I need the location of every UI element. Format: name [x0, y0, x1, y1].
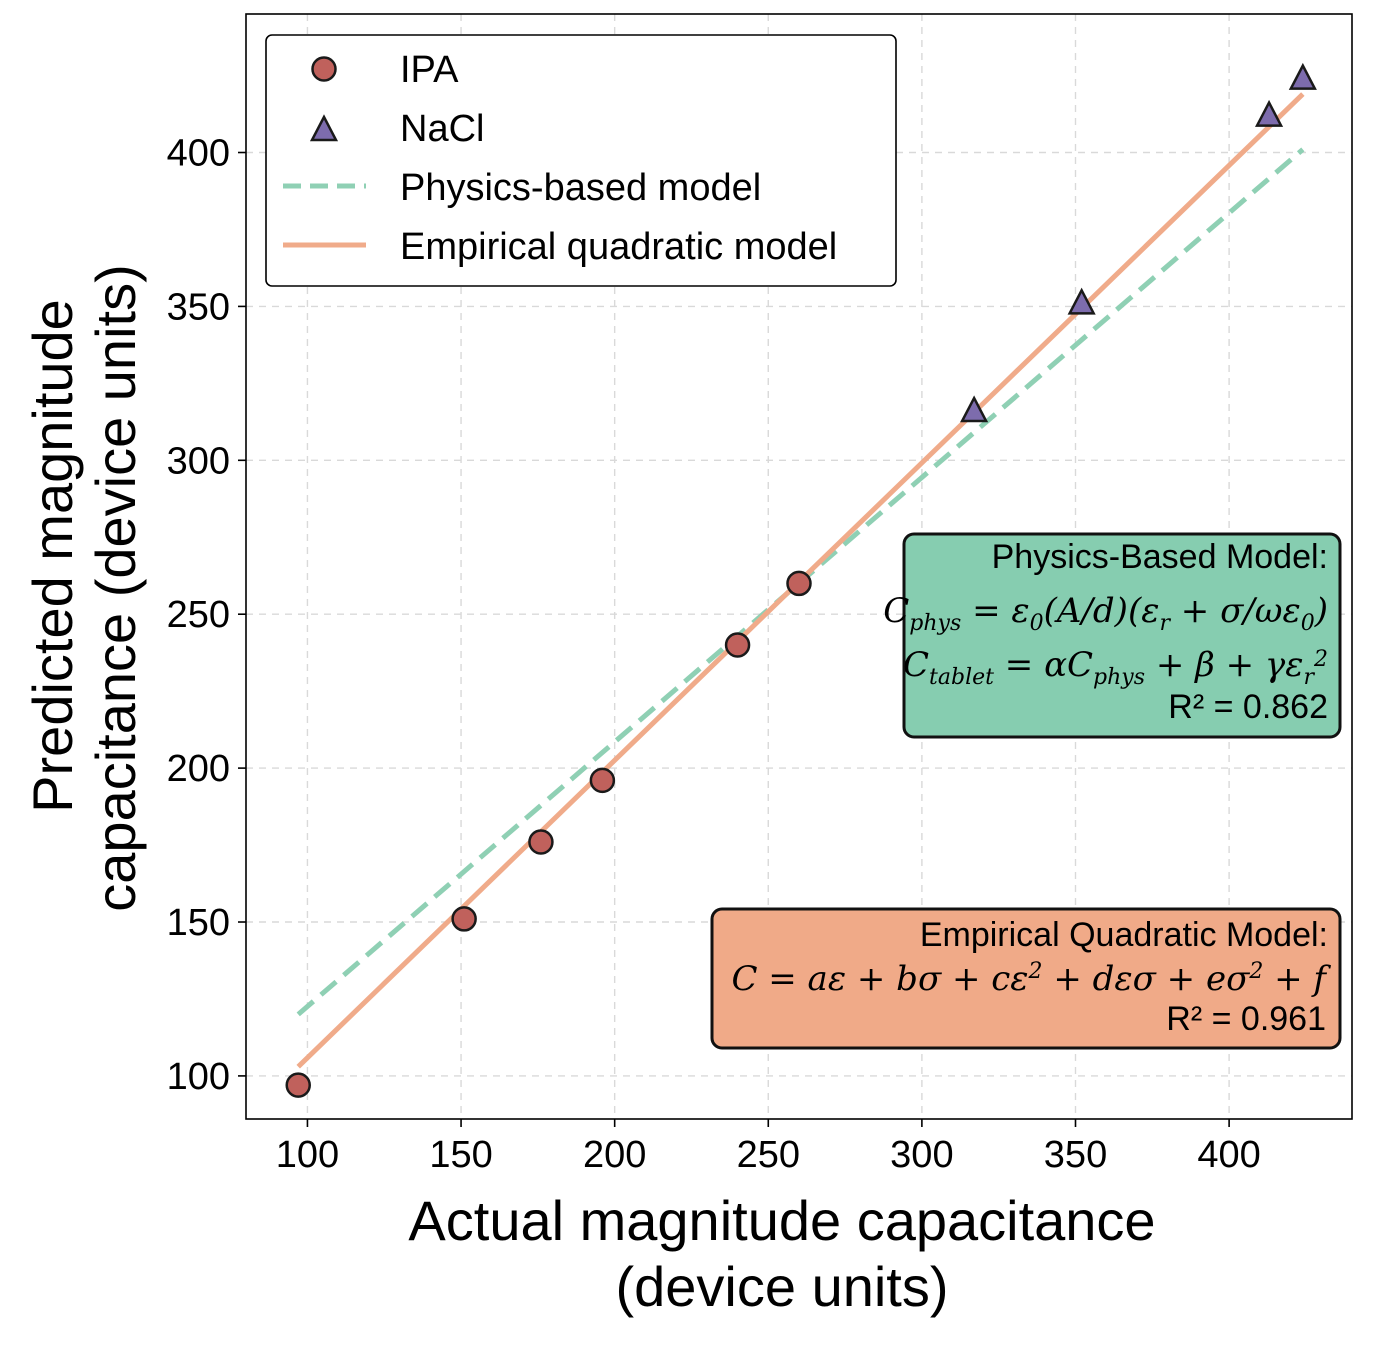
y-tick-label: 300 [167, 440, 230, 482]
y-tick-label: 150 [167, 902, 230, 944]
y-axis-label-line1: Predicted magnitude [21, 299, 84, 813]
legend-nacl-label: NaCl [400, 108, 484, 150]
legend: IPA NaCl Physics-based model Empirical q… [265, 34, 897, 287]
x-axis-label-line1: Actual magnitude capacitance [408, 1189, 1155, 1252]
x-tick-label: 400 [1197, 1134, 1260, 1176]
physics-equation-2: Ctablet = αCphys + β + γεr2 [903, 645, 1328, 690]
ipa-point [528, 829, 554, 855]
empirical-equation: C = aε + bσ + cε2 + dεσ + eσ2 + f [731, 959, 1331, 999]
ipa-point [285, 1072, 311, 1098]
y-tick-label: 350 [167, 286, 230, 328]
legend-empirical-label: Empirical quadratic model [400, 226, 837, 268]
nacl-point [1067, 287, 1096, 315]
physics-box [902, 532, 1342, 739]
x-tick-label: 250 [737, 1134, 800, 1176]
y-tick-label: 200 [167, 748, 230, 790]
legend-frame [265, 34, 897, 287]
empirical-box-title: Empirical Quadratic Model: [920, 916, 1328, 954]
empirical-model-annotation: Empirical Quadratic Model: C = aε + bσ +… [710, 907, 1342, 1050]
x-tick-label: 350 [1044, 1134, 1107, 1176]
legend-ipa-label: IPA [400, 49, 459, 91]
axis-ticks: 100 150 200 250 300 350 400 100 150 200 250 300 350 4… [167, 133, 1261, 1176]
x-axis-label-line2: (device units) [615, 1255, 948, 1318]
nacl-point [1254, 99, 1284, 127]
x-tick-label: 150 [429, 1134, 492, 1176]
physics-box-title: Physics-Based Model: [992, 538, 1328, 576]
physics-r2: R² = 0.862 [1168, 688, 1328, 726]
x-tick-label: 200 [583, 1134, 646, 1176]
nacl-point [1288, 62, 1317, 90]
y-tick-label: 100 [167, 1056, 230, 1098]
ipa-point [724, 632, 751, 658]
empirical-box [710, 907, 1342, 1050]
nacl-point [960, 395, 989, 423]
data-points [285, 62, 1317, 1098]
ipa-point [451, 906, 477, 932]
y-tick-label: 250 [167, 594, 230, 636]
empirical-r2: R² = 0.961 [1166, 1000, 1326, 1038]
y-tick-label: 400 [167, 133, 230, 175]
legend-physics-label: Physics-based model [400, 167, 761, 209]
legend-ipa-marker [311, 56, 337, 82]
legend-nacl-marker [309, 114, 339, 142]
physics-model-annotation: Physics-Based Model: Cphys = ε0(A/d)(εr … [883, 532, 1342, 739]
y-axis-label-line2: capacitance (device units) [84, 264, 147, 911]
ipa-point [786, 570, 812, 597]
ipa-point [589, 767, 616, 794]
x-tick-label: 300 [890, 1134, 953, 1176]
x-tick-label: 100 [276, 1134, 339, 1176]
plot-frame [245, 13, 1353, 1120]
